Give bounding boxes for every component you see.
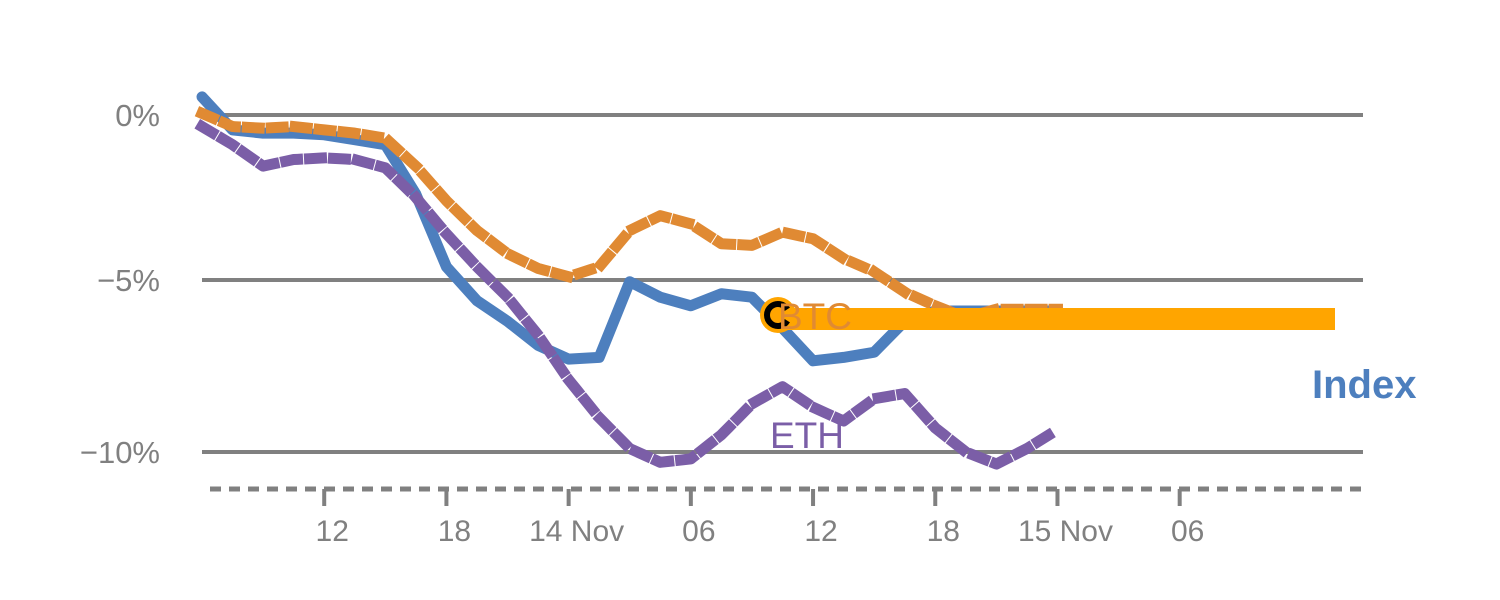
x-tick-label: 15 Nov xyxy=(1018,515,1113,548)
btc-forecast-bar-group[interactable] xyxy=(775,308,1335,330)
x-axis-ticks-group xyxy=(322,489,1182,506)
y-tick-label: −10% xyxy=(80,435,160,470)
btc-label: BTC xyxy=(778,296,852,337)
x-axis-labels-group: 12 18 14 Nov 06 12 18 15 Nov 06 xyxy=(316,515,1205,548)
loading-spinner-icon xyxy=(764,301,790,329)
x-tick-label: 14 Nov xyxy=(529,515,624,548)
btc-current-point-group[interactable] xyxy=(760,297,796,333)
x-tick-label: 06 xyxy=(1171,515,1204,548)
gridlines-group xyxy=(202,113,1363,454)
x-tick-label: 18 xyxy=(927,515,960,548)
x-tick-label: 12 xyxy=(316,515,349,548)
series-line-btc xyxy=(194,106,1063,324)
x-tick-label: 12 xyxy=(804,515,837,548)
series-annotations-group: BTC ETH Index xyxy=(770,296,1416,456)
x-tick-label: 18 xyxy=(438,515,471,548)
btc-forecast-bar[interactable] xyxy=(775,308,1335,330)
y-tick-label: −5% xyxy=(97,263,160,298)
x-tick-label: 06 xyxy=(682,515,715,548)
index-label: Index xyxy=(1312,363,1416,407)
y-tick-label: 0% xyxy=(115,98,160,133)
series-line-eth xyxy=(194,119,1066,470)
eth-label: ETH xyxy=(770,415,844,456)
y-axis-labels-group: 0% −5% −10% xyxy=(80,98,160,470)
